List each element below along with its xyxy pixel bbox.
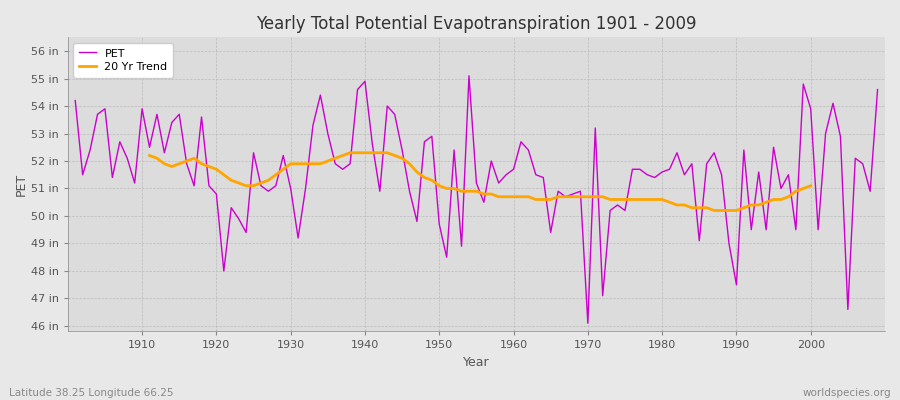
PET [582, 321, 593, 326]
20 Yr Trend [790, 189, 801, 194]
Text: worldspecies.org: worldspecies.org [803, 388, 891, 398]
PET [872, 87, 883, 92]
20 Yr Trend [806, 183, 816, 188]
20 Yr Trend [612, 197, 623, 202]
20 Yr Trend [352, 150, 363, 155]
20 Yr Trend [701, 205, 712, 210]
Y-axis label: PET: PET [15, 173, 28, 196]
20 Yr Trend [708, 208, 719, 213]
Legend: PET, 20 Yr Trend: PET, 20 Yr Trend [74, 43, 173, 78]
PET [612, 202, 623, 207]
Line: 20 Yr Trend: 20 Yr Trend [149, 153, 811, 210]
PET [508, 167, 519, 172]
PET [338, 167, 348, 172]
Text: Latitude 38.25 Longitude 66.25: Latitude 38.25 Longitude 66.25 [9, 388, 174, 398]
Title: Yearly Total Potential Evapotranspiration 1901 - 2009: Yearly Total Potential Evapotranspiratio… [256, 15, 697, 33]
20 Yr Trend [144, 153, 155, 158]
PET [130, 181, 140, 186]
PET [516, 139, 526, 144]
20 Yr Trend [345, 150, 356, 155]
X-axis label: Year: Year [464, 356, 490, 369]
20 Yr Trend [233, 181, 244, 186]
20 Yr Trend [724, 208, 734, 213]
PET [292, 236, 303, 240]
PET [464, 74, 474, 78]
Line: PET: PET [76, 76, 878, 323]
PET [70, 98, 81, 103]
